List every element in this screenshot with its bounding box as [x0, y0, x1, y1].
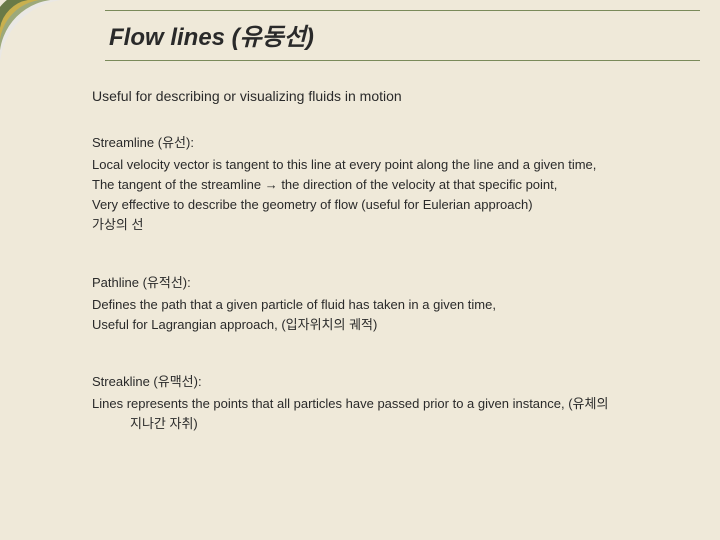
section-line: 가상의 선 — [92, 215, 690, 235]
section-pathline: Pathline (유적선): Defines the path that a … — [92, 272, 690, 335]
slide-body: Useful for describing or visualizing flu… — [92, 88, 690, 470]
section-line: Local velocity vector is tangent to this… — [92, 155, 690, 175]
section-streamline: Streamline (유선): Local velocity vector i… — [92, 132, 690, 236]
section-line: 지나간 자취) — [92, 414, 690, 434]
section-line: Lines represents the points that all par… — [92, 394, 690, 414]
section-line: Very effective to describe the geometry … — [92, 195, 690, 215]
slide-title: Flow lines (유동선) — [109, 17, 696, 52]
title-bar: Flow lines (유동선) — [105, 10, 700, 61]
section-streakline: Streakline (유맥선): Lines represents the p… — [92, 371, 690, 434]
section-heading: Streakline (유맥선): — [92, 371, 690, 390]
section-line: The tangent of the streamline → the dire… — [92, 175, 690, 195]
section-heading: Streamline (유선): — [92, 132, 690, 151]
section-line: Useful for Lagrangian approach, (입자위치의 궤… — [92, 315, 690, 335]
section-line: Defines the path that a given particle o… — [92, 295, 690, 315]
intro-text: Useful for describing or visualizing flu… — [92, 88, 690, 104]
section-heading: Pathline (유적선): — [92, 272, 690, 291]
